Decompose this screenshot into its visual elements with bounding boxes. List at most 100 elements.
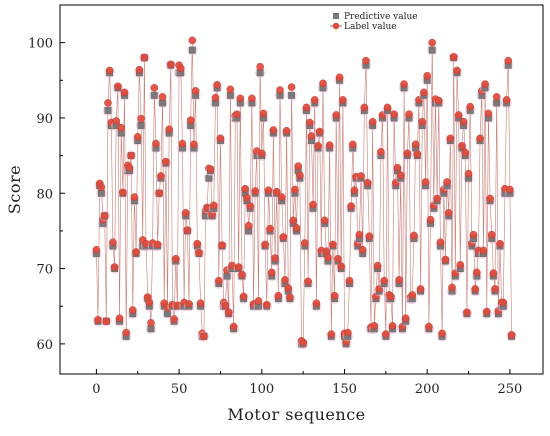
- label-value-marker: [365, 232, 374, 240]
- label-value-marker: [418, 117, 427, 126]
- label-value-marker: [400, 80, 408, 88]
- label-value-marker: [277, 193, 286, 201]
- label-value-marker: [120, 88, 129, 97]
- label-value-marker: [448, 283, 456, 292]
- label-value-marker: [390, 110, 398, 118]
- label-value-marker: [92, 245, 101, 254]
- label-value-marker: [119, 188, 127, 197]
- label-value-marker: [496, 239, 504, 248]
- x-tick-label: 250: [498, 382, 523, 397]
- label-value-marker: [236, 94, 245, 103]
- label-value-marker: [294, 162, 302, 170]
- label-value-marker: [473, 268, 481, 277]
- x-tick-label: 150: [332, 382, 357, 397]
- label-value-marker: [286, 293, 294, 301]
- label-value-marker: [165, 125, 173, 134]
- label-value-marker: [463, 308, 471, 317]
- label-value-marker: [344, 328, 352, 337]
- predictive-value-marker: [188, 46, 196, 54]
- label-value-marker: [387, 292, 395, 301]
- label-value-marker: [337, 262, 345, 271]
- label-value-marker: [170, 315, 178, 323]
- label-value-marker: [325, 141, 334, 149]
- label-value-marker: [200, 332, 208, 341]
- label-value-marker: [210, 201, 218, 210]
- label-value-marker: [420, 88, 428, 97]
- label-value-line: [96, 40, 512, 344]
- label-value-marker: [345, 276, 354, 285]
- predictive-value-marker: [150, 91, 158, 99]
- label-value-marker: [301, 239, 309, 247]
- label-value-marker: [403, 149, 412, 158]
- y-tick-label: 80: [36, 187, 53, 202]
- label-value-marker: [229, 322, 238, 331]
- label-value-marker: [214, 276, 223, 285]
- label-value-marker: [110, 263, 119, 271]
- label-value-marker: [176, 64, 185, 73]
- label-value-marker: [492, 93, 501, 101]
- label-value-marker: [254, 297, 263, 305]
- label-value-marker: [262, 300, 271, 309]
- label-value-marker: [332, 111, 341, 119]
- label-value-marker: [105, 66, 114, 75]
- label-value-marker: [251, 187, 259, 195]
- label-value-marker: [261, 240, 269, 249]
- label-value-marker: [276, 86, 284, 94]
- label-value-marker: [443, 178, 451, 186]
- label-value-marker: [287, 83, 296, 91]
- x-tick-label: 50: [171, 382, 188, 397]
- label-value-marker: [347, 202, 355, 210]
- label-value-marker: [289, 216, 298, 225]
- label-value-marker: [319, 79, 327, 88]
- label-value-marker: [334, 254, 342, 263]
- label-value-marker: [357, 172, 365, 180]
- label-value-marker: [233, 110, 241, 118]
- label-value-marker: [489, 269, 498, 277]
- label-value-marker: [304, 277, 312, 286]
- label-value-marker: [221, 301, 230, 310]
- label-value-marker: [484, 109, 493, 118]
- label-value-marker: [370, 322, 379, 330]
- label-value-marker: [109, 238, 117, 247]
- label-value-marker: [269, 126, 278, 134]
- predictive-value-marker: [428, 46, 436, 54]
- label-value-marker: [97, 183, 106, 192]
- label-value-marker: [137, 114, 145, 123]
- label-value-marker: [246, 202, 255, 210]
- label-value-marker: [315, 127, 324, 136]
- label-value-marker: [167, 60, 175, 69]
- label-value-marker: [466, 102, 475, 111]
- label-value-marker: [327, 330, 336, 338]
- label-value-marker: [449, 53, 458, 61]
- label-value-marker: [264, 186, 273, 195]
- label-value-marker: [461, 148, 470, 157]
- label-value-marker: [320, 216, 329, 225]
- label-value-marker: [486, 194, 494, 203]
- label-value-marker: [281, 276, 289, 284]
- label-value-marker: [476, 134, 484, 143]
- label-value-marker: [211, 93, 220, 102]
- label-value-marker: [133, 132, 142, 141]
- label-value-marker: [487, 230, 496, 239]
- label-value-marker: [426, 215, 435, 224]
- label-value-marker: [373, 261, 382, 270]
- x-axis-title: Motor sequence: [227, 405, 365, 424]
- label-value-marker: [256, 62, 264, 71]
- label-value-marker: [388, 322, 397, 330]
- label-value-marker: [482, 307, 491, 316]
- label-value-marker: [454, 111, 463, 119]
- label-value-marker: [284, 284, 293, 292]
- y-tick-label: 60: [36, 338, 53, 353]
- legend-predictive-label: Predictive value: [344, 12, 418, 22]
- label-value-marker: [502, 96, 511, 104]
- label-value-marker: [234, 263, 243, 271]
- label-value-marker: [458, 142, 466, 150]
- label-value-marker: [433, 194, 441, 203]
- label-value-marker: [377, 148, 385, 156]
- label-value-marker: [405, 110, 413, 118]
- label-value-marker: [188, 36, 197, 45]
- label-value-marker: [507, 331, 516, 339]
- legend-label-label: Label value: [344, 22, 397, 32]
